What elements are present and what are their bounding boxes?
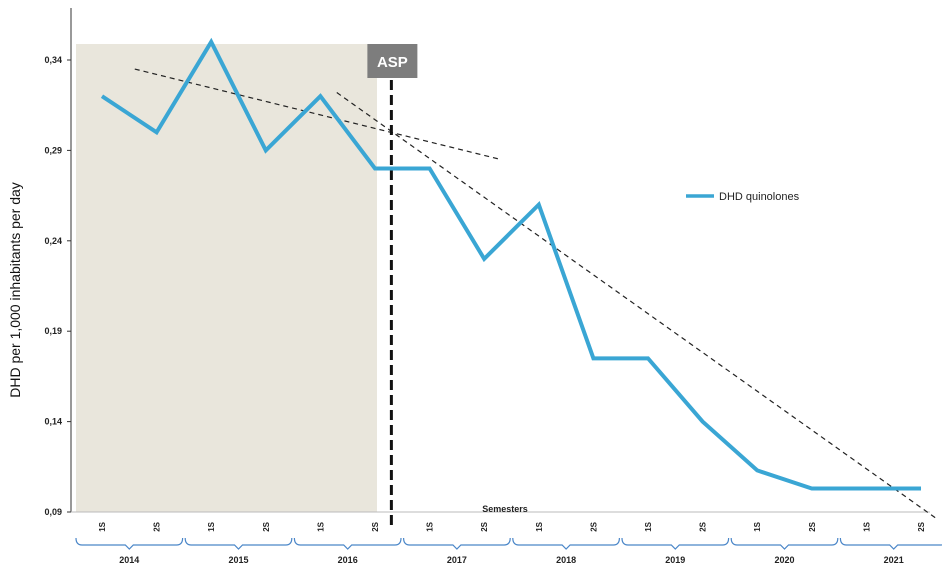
- y-tick-label: 0,29: [44, 145, 62, 155]
- legend: DHD quinolones: [686, 191, 800, 203]
- x-tick-label: 2S: [589, 521, 598, 531]
- x-tick-label: 2S: [262, 521, 271, 531]
- year-label: 2014: [119, 555, 139, 565]
- year-bracket: [294, 538, 401, 549]
- x-tick-label: 1S: [644, 521, 653, 531]
- y-tick-label: 0,19: [44, 326, 62, 336]
- x-tick-label: 2S: [699, 521, 708, 531]
- trend-line-2: [337, 93, 938, 520]
- y-tick-label: 0,09: [44, 507, 62, 517]
- year-bracket: [76, 538, 183, 549]
- x-tick-label: 1S: [98, 521, 107, 531]
- x-tick-label: 2S: [153, 521, 162, 531]
- year-bracket: [840, 538, 942, 549]
- x-tick-label: 1S: [753, 521, 762, 531]
- year-label: 2018: [556, 555, 576, 565]
- x-tick-label: 2S: [808, 521, 817, 531]
- year-bracket: [185, 538, 292, 549]
- x-tick-label: 1S: [316, 521, 325, 531]
- year-label: 2017: [447, 555, 467, 565]
- y-tick-label: 0,14: [44, 417, 62, 427]
- year-label: 2021: [884, 555, 904, 565]
- year-label: 2020: [774, 555, 794, 565]
- y-axis-label: DHD per 1,000 inhabitants per day: [7, 182, 23, 398]
- x-tick-label: 1S: [426, 521, 435, 531]
- y-tick-label: 0,34: [44, 55, 62, 65]
- x-tick-label: 2S: [917, 521, 926, 531]
- year-bracket: [622, 538, 729, 549]
- legend-entry-dhd-quinolones: DHD quinolones: [719, 191, 800, 203]
- year-label: 2016: [338, 555, 358, 565]
- x-tick-label: 1S: [862, 521, 871, 531]
- x-tick-label: 1S: [207, 521, 216, 531]
- x-axis-label: Semesters: [482, 504, 528, 514]
- year-bracket: [731, 538, 838, 549]
- year-bracket: [404, 538, 511, 549]
- x-tick-label: 1S: [535, 521, 544, 531]
- asp-label: ASP: [377, 54, 408, 71]
- x-tick-label: 2S: [480, 521, 489, 531]
- year-label: 2019: [665, 555, 685, 565]
- y-tick-label: 0,24: [44, 236, 62, 246]
- year-bracket: [513, 538, 620, 549]
- year-label: 2015: [228, 555, 248, 565]
- x-tick-label: 2S: [371, 521, 380, 531]
